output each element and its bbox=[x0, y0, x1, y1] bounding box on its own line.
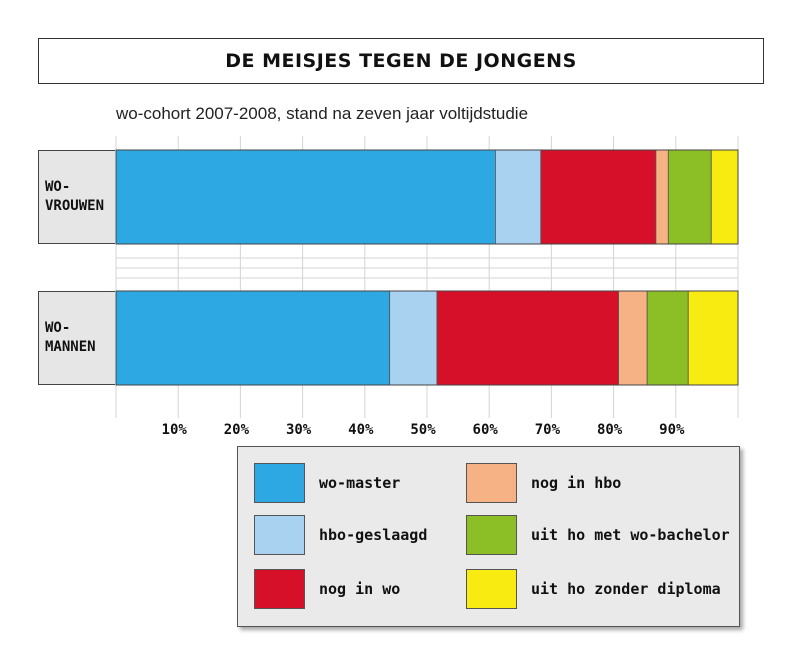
bar-segment-uit-ho-met-wo-bachelor-0 bbox=[667, 149, 712, 245]
chart-plot: 10% 20% 30% 40% 50% 60% 70% 80% 90% bbox=[115, 136, 739, 438]
legend-item: uit ho zonder diploma bbox=[466, 569, 721, 609]
bar-segment-uit-ho-zonder-diploma-0 bbox=[710, 149, 739, 245]
legend-label: hbo-geslaagd bbox=[319, 526, 428, 544]
legend-swatch bbox=[466, 463, 517, 503]
bar-segment-nog-in-wo-0 bbox=[540, 149, 657, 245]
legend-label: uit ho zonder diploma bbox=[531, 580, 721, 598]
bar-segment-nog-in-hbo-1 bbox=[618, 290, 648, 386]
tick-label: 80% bbox=[597, 422, 623, 438]
chart-legend: wo-master hbo-geslaagd nog in wo nog in hbo… bbox=[237, 446, 740, 627]
legend-swatch bbox=[254, 463, 305, 503]
tick-label: 10% bbox=[162, 422, 188, 438]
legend-swatch bbox=[254, 569, 305, 609]
legend-swatch bbox=[254, 515, 305, 555]
category-label: WO- MANNEN bbox=[38, 291, 115, 385]
legend-item: wo-master bbox=[254, 463, 400, 503]
tick-label: 90% bbox=[659, 422, 685, 438]
tick-label: 70% bbox=[535, 422, 561, 438]
bar-segment-uit-ho-zonder-diploma-1 bbox=[687, 290, 739, 386]
tick-label: 40% bbox=[348, 422, 374, 438]
legend-swatch bbox=[466, 569, 517, 609]
legend-label: uit ho met wo-bachelor bbox=[531, 526, 730, 544]
bar-segment-uit-ho-met-wo-bachelor-1 bbox=[646, 290, 689, 386]
tick-label: 50% bbox=[410, 422, 436, 438]
bar-outline bbox=[115, 149, 739, 245]
bar-segment-hbo-geslaagd-1 bbox=[389, 290, 438, 386]
bar-segment-hbo-geslaagd-0 bbox=[495, 149, 542, 245]
legend-swatch bbox=[466, 515, 517, 555]
tick-label: 20% bbox=[224, 422, 250, 438]
chart-title: DE MEISJES TEGEN DE JONGENS bbox=[38, 38, 764, 84]
legend-item: nog in hbo bbox=[466, 463, 621, 503]
bar-outline bbox=[115, 290, 739, 386]
legend-label: wo-master bbox=[319, 474, 401, 492]
bar-segment-nog-in-wo-1 bbox=[436, 290, 619, 386]
legend-item: nog in wo bbox=[254, 569, 400, 609]
category-label: WO- VROUWEN bbox=[38, 150, 115, 244]
bar-segment-nog-in-hbo-0 bbox=[655, 149, 669, 245]
bar-segment-wo-master-0 bbox=[115, 149, 496, 245]
legend-label: nog in wo bbox=[319, 580, 401, 598]
tick-label: 30% bbox=[286, 422, 312, 438]
legend-label: nog in hbo bbox=[531, 474, 622, 492]
bar-segment-wo-master-1 bbox=[115, 290, 391, 386]
chart-subtitle: wo-cohort 2007-2008, stand na zeven jaar… bbox=[116, 104, 529, 123]
legend-item: hbo-geslaagd bbox=[254, 515, 427, 555]
legend-item: uit ho met wo-bachelor bbox=[466, 515, 730, 555]
tick-label: 60% bbox=[473, 422, 499, 438]
